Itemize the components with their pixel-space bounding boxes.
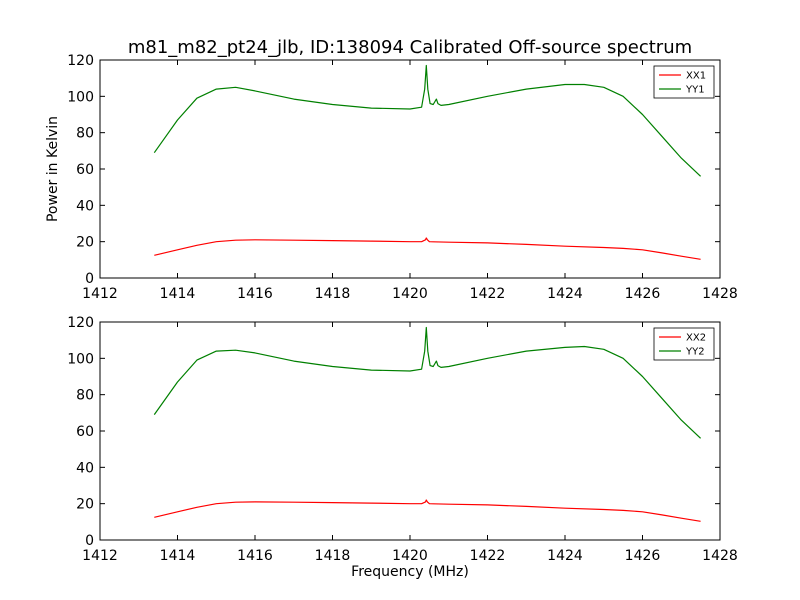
x-tick-label: 1414 bbox=[160, 548, 196, 564]
x-tick-label: 1426 bbox=[625, 548, 661, 564]
legend-label-xx2: XX2 bbox=[686, 333, 706, 344]
y-tick-label: 0 bbox=[85, 533, 94, 549]
x-tick-label: 1428 bbox=[702, 286, 738, 302]
series-line-xx2 bbox=[154, 499, 701, 522]
y-tick-label: 40 bbox=[76, 460, 94, 476]
x-tick-label: 1412 bbox=[82, 548, 118, 564]
y-tick-label: 40 bbox=[76, 198, 94, 214]
y-tick-label: 60 bbox=[76, 424, 94, 440]
x-tick-label: 1420 bbox=[392, 548, 428, 564]
legend-label-xx1: XX1 bbox=[686, 71, 706, 82]
legend-box bbox=[653, 327, 715, 361]
x-tick-label: 1420 bbox=[392, 286, 428, 302]
y-tick-label: 80 bbox=[76, 126, 94, 142]
y-tick-label: 100 bbox=[67, 351, 94, 367]
legend-label-yy2: YY2 bbox=[685, 347, 705, 358]
x-tick-label: 1424 bbox=[547, 548, 583, 564]
y-tick-label: 120 bbox=[67, 53, 94, 69]
x-tick-label: 1414 bbox=[160, 286, 196, 302]
y-tick-label: 80 bbox=[76, 388, 94, 404]
y-tick-label: 20 bbox=[76, 235, 94, 251]
figure-title: m81_m82_pt24_jlb, ID:138094 Calibrated O… bbox=[128, 37, 692, 58]
top-panel-xx1-yy1: 1412 1414 1416 1418 1420 1422 1424 1426 1428 0 20 4… bbox=[45, 53, 738, 302]
y-axis-label: Power in Kelvin bbox=[45, 116, 61, 222]
y-tick-label: 100 bbox=[67, 89, 94, 105]
x-tick-label: 1416 bbox=[237, 548, 273, 564]
legend-box bbox=[653, 65, 715, 99]
x-tick-label: 1418 bbox=[315, 548, 351, 564]
y-tick-label: 0 bbox=[85, 271, 94, 287]
x-tick-label: 1418 bbox=[315, 286, 351, 302]
bottom-panel-xx2-yy2: 1412 1414 1416 1418 1420 1422 1424 1426 1428 0 20 4… bbox=[67, 315, 738, 580]
axes-frame bbox=[99, 59, 721, 279]
x-tick-label: 1416 bbox=[237, 286, 273, 302]
legend-label-yy1: YY1 bbox=[685, 85, 705, 96]
axes-frame bbox=[99, 321, 721, 541]
series-line-yy2 bbox=[153, 326, 702, 439]
series-line-yy1 bbox=[153, 64, 702, 177]
x-tick-label: 1422 bbox=[470, 286, 506, 302]
x-tick-label: 1426 bbox=[625, 286, 661, 302]
x-tick-label: 1424 bbox=[547, 286, 583, 302]
x-tick-label: 1412 bbox=[82, 286, 118, 302]
x-axis-label: Frequency (MHz) bbox=[351, 564, 469, 580]
y-tick-label: 20 bbox=[76, 497, 94, 513]
x-tick-label: 1422 bbox=[470, 548, 506, 564]
y-tick-label: 120 bbox=[67, 315, 94, 331]
y-tick-label: 60 bbox=[76, 162, 94, 178]
series-line-xx1 bbox=[154, 237, 701, 260]
x-tick-label: 1428 bbox=[702, 548, 738, 564]
